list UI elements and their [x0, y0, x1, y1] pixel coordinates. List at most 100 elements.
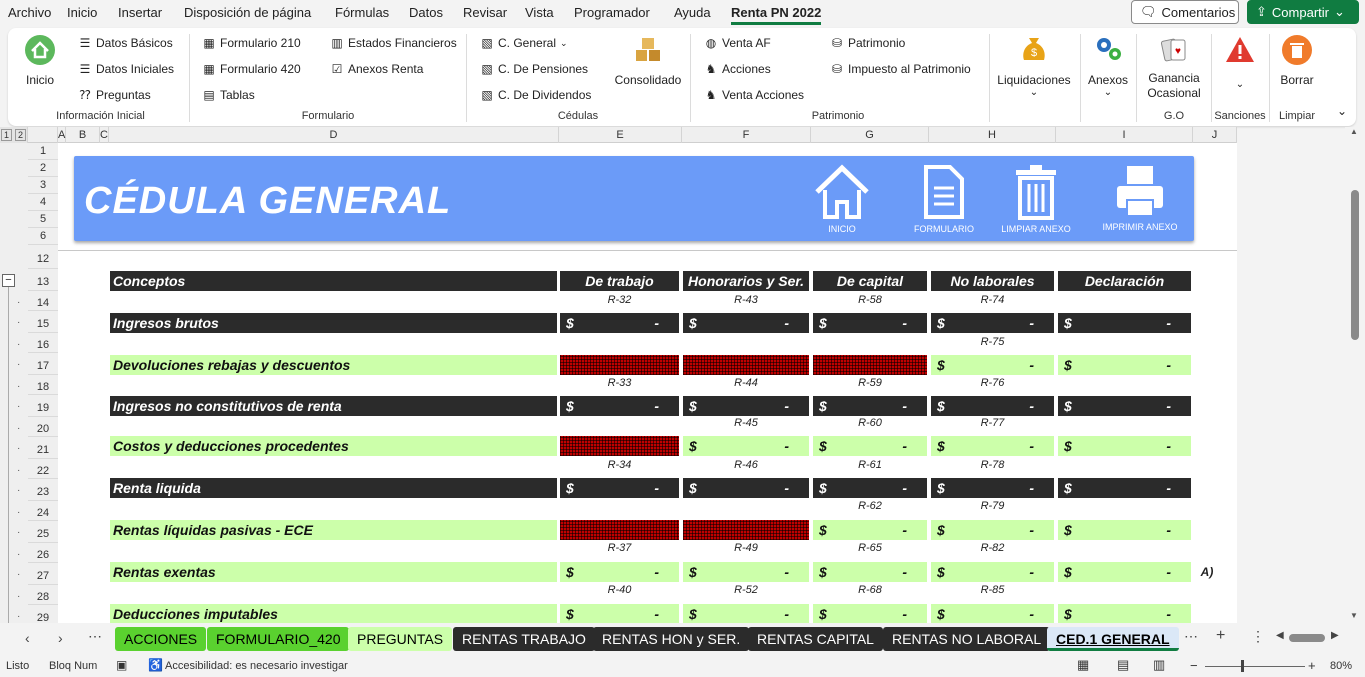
menu-archivo[interactable]: Archivo — [8, 5, 52, 20]
sheet-tab[interactable]: RENTAS HON y SER. — [593, 627, 750, 651]
preguntas-button[interactable]: ⁇ Preguntas — [78, 88, 150, 102]
amount-cell[interactable]: $ - — [931, 604, 1054, 623]
amount-cell[interactable]: $ - — [813, 313, 927, 333]
amount-cell[interactable]: $ - — [560, 478, 679, 498]
column-header[interactable]: C — [100, 127, 109, 143]
consolidado-button[interactable]: Consolidado — [608, 34, 688, 87]
tab-next-icon[interactable]: › — [58, 630, 63, 646]
column-header[interactable]: I — [1056, 127, 1193, 143]
amount-cell[interactable]: $ - — [1058, 396, 1191, 416]
sheet-tab[interactable]: RENTAS CAPITAL — [748, 627, 883, 651]
hscroll-left-icon[interactable]: ◀ — [1276, 630, 1284, 641]
more-tabs-icon[interactable]: ⋯ — [1184, 628, 1198, 644]
c-dividendos-button[interactable]: ▧ C. De Dividendos — [480, 88, 591, 102]
anexos-button[interactable]: Anexos ⌄ — [1084, 32, 1132, 98]
amount-cell[interactable]: $ - — [813, 396, 927, 416]
estados-financieros-button[interactable]: ▥ Estados Financieros — [330, 36, 456, 50]
outline-level-2[interactable]: 2 — [15, 129, 27, 141]
zoom-level[interactable]: 80% — [1330, 660, 1353, 672]
amount-cell[interactable]: $ - — [1058, 478, 1191, 498]
acciones-button[interactable]: ♞ Acciones — [704, 62, 771, 76]
amount-cell[interactable]: $ - — [1058, 313, 1191, 333]
row-header[interactable]: 14 — [28, 291, 58, 311]
normal-view-icon[interactable]: ▦ — [1077, 657, 1090, 672]
share-button[interactable]: ⇪ Compartir ⌄ — [1247, 0, 1359, 24]
row-header[interactable]: 17 — [28, 353, 58, 375]
row-header[interactable]: 26 — [28, 543, 58, 563]
options-icon[interactable]: ⋮ — [1251, 628, 1265, 644]
amount-cell[interactable]: $ - — [560, 396, 679, 416]
column-header[interactable]: A — [58, 127, 66, 143]
row-header[interactable]: 24 — [28, 501, 58, 521]
row-header[interactable]: 16 — [28, 333, 58, 353]
more-tabs-icon[interactable]: ⋯ — [88, 628, 102, 644]
amount-cell[interactable]: $ - — [683, 478, 809, 498]
amount-cell[interactable]: $ - — [813, 520, 927, 540]
amount-cell[interactable]: $ - — [931, 313, 1054, 333]
amount-cell[interactable]: $ - — [683, 396, 809, 416]
row-header[interactable]: 15 — [28, 311, 58, 333]
amount-cell[interactable]: $ - — [931, 436, 1054, 456]
amount-cell[interactable]: $ - — [813, 478, 927, 498]
patrimonio-button[interactable]: ⛁ Patrimonio — [830, 36, 905, 50]
row-header[interactable]: 12 — [28, 250, 58, 269]
menu-insertar[interactable]: Insertar — [118, 5, 163, 20]
zoom-out-icon[interactable]: − — [1190, 658, 1198, 673]
amount-cell[interactable]: $ - — [560, 604, 679, 623]
amount-cell[interactable]: $ - — [813, 562, 927, 582]
formulario-210-button[interactable]: ▦ Formulario 210 — [202, 36, 300, 50]
row-header[interactable]: 6 — [28, 228, 58, 245]
amount-cell[interactable]: $ - — [1058, 604, 1191, 623]
menu-formulas[interactable]: Fórmulas — [335, 5, 390, 20]
column-header[interactable]: F — [682, 127, 811, 143]
menu-disposicion[interactable]: Disposición de página — [184, 5, 312, 20]
scroll-down-icon[interactable]: ▼ — [1350, 611, 1358, 620]
comments-button[interactable]: 🗨 Comentarios — [1131, 0, 1239, 24]
amount-cell[interactable]: $ - — [683, 436, 809, 456]
formulario-banner-button[interactable]: FORMULARIO — [909, 164, 979, 234]
datos-basicos-button[interactable]: ☰ Datos Básicos — [78, 36, 173, 50]
amount-cell[interactable]: $ - — [931, 478, 1054, 498]
column-header[interactable]: D — [109, 127, 559, 143]
imprimir-anexo-button[interactable]: IMPRIMIR ANEXO — [1100, 164, 1180, 232]
menu-revisar[interactable]: Revisar — [463, 5, 508, 20]
menu-programador[interactable]: Programador — [574, 5, 650, 20]
column-header[interactable]: E — [559, 127, 682, 143]
inicio-button[interactable]: Inicio — [18, 34, 62, 87]
sheet-tab[interactable]: PREGUNTAS — [348, 627, 453, 651]
row-header[interactable]: 18 — [28, 375, 58, 395]
datos-iniciales-button[interactable]: ☰ Datos Iniciales — [78, 62, 174, 76]
ganancia-ocasional-button[interactable]: ♥ Ganancia Ocasional — [1140, 34, 1208, 101]
venta-af-button[interactable]: ◍ Venta AF — [704, 36, 771, 50]
menu-ayuda[interactable]: Ayuda — [674, 5, 711, 20]
row-header[interactable]: 21 — [28, 437, 58, 459]
c-pensiones-button[interactable]: ▧ C. De Pensiones — [480, 62, 588, 76]
sheet-tab[interactable]: ACCIONES — [115, 627, 207, 651]
menu-vista[interactable]: Vista — [525, 5, 554, 20]
amount-cell[interactable]: $ - — [1058, 562, 1191, 582]
column-header[interactable]: G — [811, 127, 929, 143]
page-break-view-icon[interactable]: ▥ — [1153, 657, 1166, 672]
row-header[interactable]: 20 — [28, 417, 58, 437]
status-accessibility[interactable]: Accesibilidad: es necesario investigar — [165, 660, 348, 672]
horizontal-scroll-thumb[interactable] — [1289, 634, 1325, 642]
sheet-tab[interactable]: FORMULARIO_420 — [207, 627, 350, 651]
amount-cell[interactable]: $ - — [931, 355, 1054, 375]
amount-cell[interactable]: $ - — [1058, 520, 1191, 540]
amount-cell[interactable]: $ - — [931, 562, 1054, 582]
row-header[interactable]: 5 — [28, 211, 58, 228]
zoom-in-icon[interactable]: + — [1308, 658, 1316, 673]
column-header[interactable]: J — [1193, 127, 1237, 143]
select-all-corner[interactable] — [28, 127, 58, 143]
sheet-tab[interactable]: RENTAS TRABAJO — [453, 627, 595, 651]
menu-inicio[interactable]: Inicio — [67, 5, 98, 20]
amount-cell[interactable]: $ - — [1058, 436, 1191, 456]
row-header[interactable]: 13 — [28, 269, 58, 291]
zoom-slider-thumb[interactable] — [1241, 660, 1244, 672]
zoom-slider[interactable] — [1205, 666, 1305, 667]
amount-cell[interactable]: $ - — [683, 562, 809, 582]
row-header[interactable]: 1 — [28, 143, 58, 160]
row-header[interactable]: 3 — [28, 177, 58, 194]
page-layout-view-icon[interactable]: ▤ — [1117, 657, 1130, 672]
vertical-scrollbar[interactable]: ▲ ▼ — [1345, 127, 1365, 623]
